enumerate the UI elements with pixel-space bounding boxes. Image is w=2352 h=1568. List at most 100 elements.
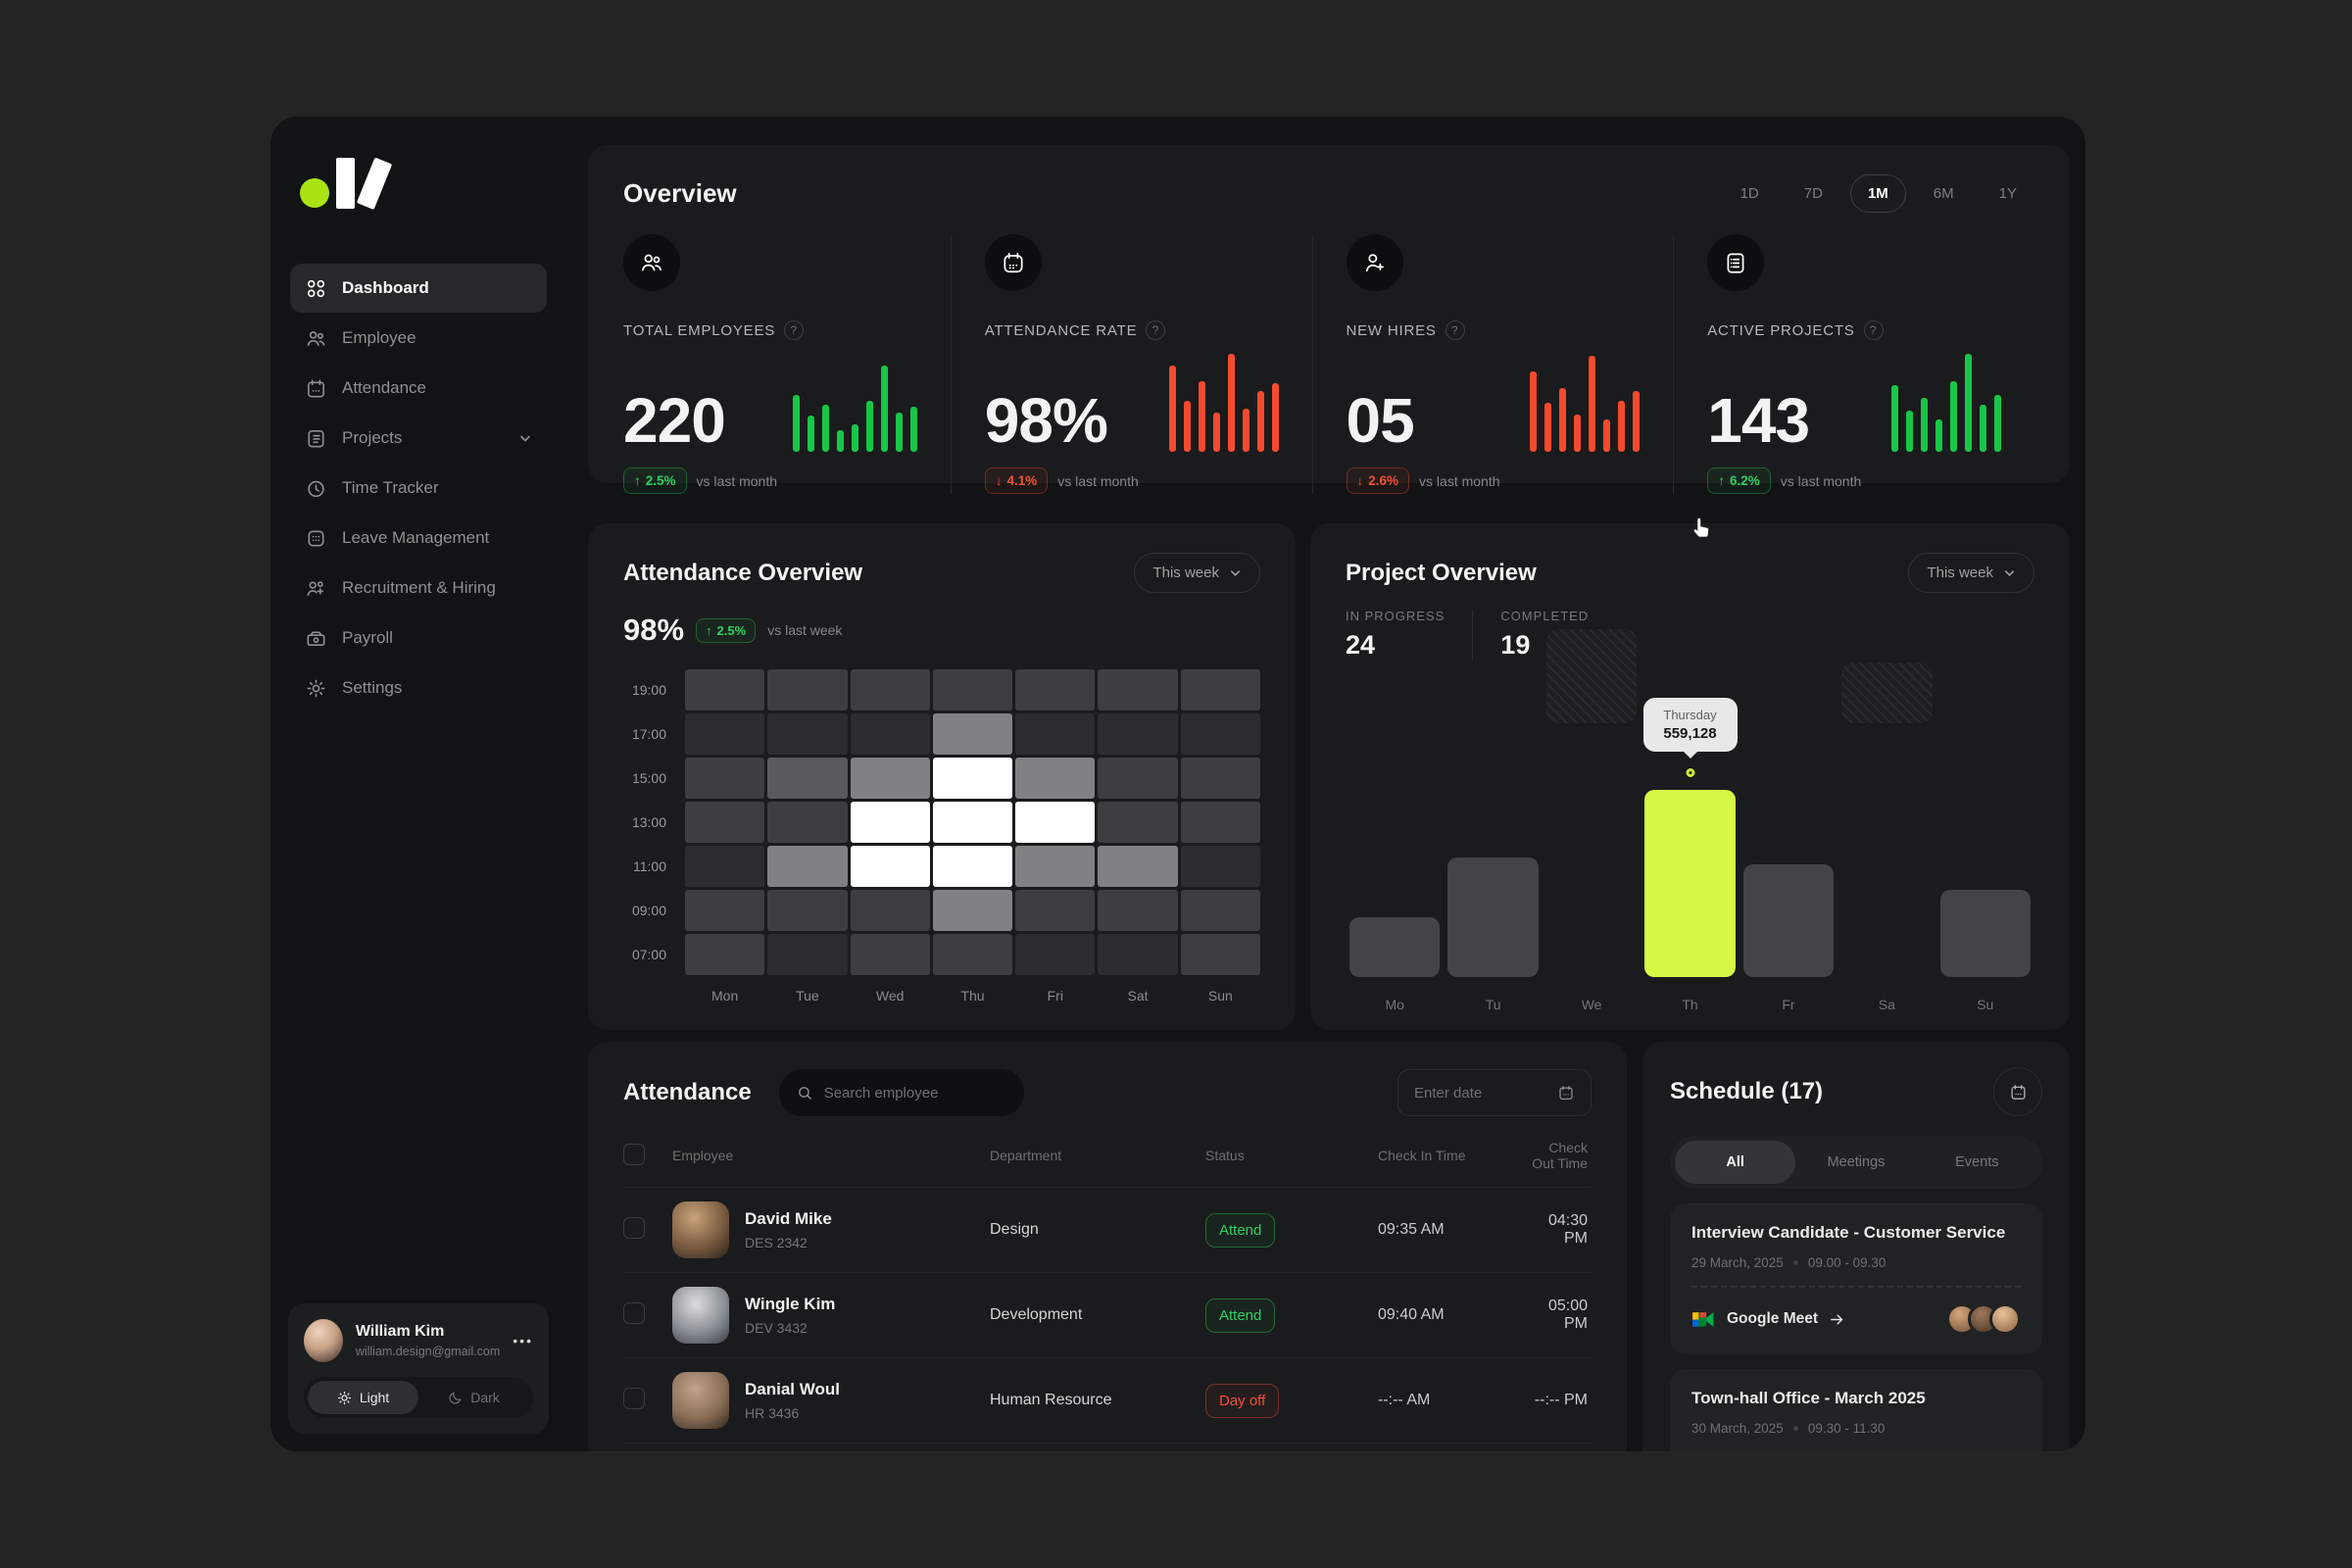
heatmap-cell <box>1180 934 1260 975</box>
table-row[interactable]: David Mike DES 2342 Design Attend 09:35 … <box>623 1188 1592 1273</box>
row-checkbox[interactable] <box>623 1387 645 1409</box>
main-content: Overview 1D 7D 1M 6M 1Y TOTAL EMPLOYEES? <box>588 145 2070 1451</box>
chart-marker-dot <box>1686 768 1694 777</box>
sidebar-item-recruitment[interactable]: Recruitment & Hiring <box>290 564 547 612</box>
theme-light-label: Light <box>359 1390 390 1405</box>
heatmap-hour-label: 13:00 <box>631 814 666 830</box>
search-input[interactable]: Search employee <box>778 1069 1024 1116</box>
arrow-right-icon[interactable] <box>1829 1311 1845 1328</box>
timeframe-1m[interactable]: 1M <box>1849 174 1906 213</box>
timeframe-1d[interactable]: 1D <box>1740 185 1759 202</box>
timeframe-7d[interactable]: 7D <box>1803 185 1823 202</box>
employee-avatar <box>672 1372 729 1429</box>
overview-panel: Overview 1D 7D 1M 6M 1Y TOTAL EMPLOYEES? <box>588 145 2070 494</box>
heatmap-hour-label: 15:00 <box>631 770 666 786</box>
heatmap-cell <box>850 934 930 975</box>
sidebar-item-payroll[interactable]: Payroll <box>290 613 547 662</box>
heatmap-day-label: Mon <box>711 988 739 1004</box>
sidebar-item-leave-management[interactable]: Leave Management <box>290 514 547 563</box>
logo-bar <box>356 157 393 211</box>
event-title: Town-hall Office - March 2025 <box>1691 1389 1926 1407</box>
sidebar-item-employee[interactable]: Employee <box>290 314 547 363</box>
trend-bar <box>1242 409 1250 452</box>
schedule-event-card[interactable]: Town-hall Office - March 2025 30 March, … <box>1670 1369 2042 1451</box>
trend-bar <box>807 416 814 452</box>
user-menu-button[interactable]: ••• <box>513 1333 533 1348</box>
timeframe-1y[interactable]: 1Y <box>1998 185 2017 202</box>
theme-toggle: Light Dark <box>304 1377 533 1418</box>
timeframe-6m[interactable]: 6M <box>1933 185 1954 202</box>
table-row[interactable]: Wingle Kim DEV 3432 Development Attend 0… <box>623 1273 1592 1358</box>
help-icon[interactable]: ? <box>1146 320 1166 340</box>
project-range-dropdown[interactable]: This week <box>1908 553 2034 593</box>
sidebar-item-label: Attendance <box>342 378 427 397</box>
delta-badge: ↑ 2.5% <box>623 467 687 494</box>
schedule-title: Schedule (17) <box>1670 1078 1824 1104</box>
mini-trend-chart <box>1530 354 1641 452</box>
sidebar: Dashboard Employee Attendance Projects T… <box>270 117 566 1451</box>
heatmap-cell <box>850 890 930 931</box>
payroll-icon <box>307 630 325 646</box>
employees-icon <box>623 234 680 291</box>
stat-card-attendance-rate: ATTENDANCE RATE? 98% ↓ 4.1% vs last month <box>950 234 1312 494</box>
theme-light-button[interactable]: Light <box>308 1381 418 1414</box>
date-placeholder: Enter date <box>1414 1084 1483 1102</box>
heatmap-cell <box>767 669 848 710</box>
stat-note: vs last month <box>696 472 778 489</box>
stat-note: vs last month <box>1780 472 1862 489</box>
select-all-checkbox[interactable] <box>623 1143 645 1165</box>
heatmap-cell <box>767 890 848 931</box>
chart-day-label: Su <box>1977 997 1994 1012</box>
heatmap-cell <box>1180 890 1260 931</box>
employee-icon <box>307 330 325 346</box>
trend-bar <box>1183 401 1191 452</box>
employee-id: DEV 3432 <box>745 1320 808 1336</box>
date-input[interactable]: Enter date <box>1397 1069 1592 1116</box>
department-cell: Development <box>990 1306 1083 1323</box>
help-icon[interactable]: ? <box>1863 320 1884 340</box>
heatmap-cell <box>767 758 848 799</box>
tab-events[interactable]: Events <box>1955 1154 1999 1170</box>
heatmap-cell <box>685 669 765 710</box>
chart-day-label: Fr <box>1782 997 1795 1012</box>
user-name: William Kim <box>355 1323 445 1340</box>
trend-bar <box>1559 388 1567 452</box>
heatmap-cell <box>1015 758 1096 799</box>
heatmap-cell <box>932 890 1013 931</box>
row-checkbox[interactable] <box>623 1216 645 1239</box>
attendance-range-dropdown[interactable]: This week <box>1134 553 1260 593</box>
help-icon[interactable]: ? <box>784 320 805 340</box>
chart-day-label: Tu <box>1485 997 1501 1012</box>
trend-bar <box>1921 398 1928 452</box>
table-row[interactable]: Danial Woul HR 3436 Human Resource Day o… <box>623 1358 1592 1444</box>
heatmap-cell <box>932 713 1013 755</box>
timeframe-tabs: 1D 7D 1M 6M 1Y <box>1723 174 2034 213</box>
status-badge: Attend <box>1205 1212 1276 1248</box>
chart-tooltip: Thursday 559,128 <box>1642 698 1738 752</box>
heatmap-cell <box>1180 846 1260 887</box>
sidebar-item-projects[interactable]: Projects <box>290 414 547 463</box>
sidebar-item-attendance[interactable]: Attendance <box>290 364 547 413</box>
logo-bar <box>336 158 355 209</box>
project-overview-panel: Project Overview This week IN PROGRESS 2… <box>1310 523 2070 1030</box>
tab-meetings[interactable]: Meetings <box>1827 1154 1886 1170</box>
status-badge: Attend <box>1205 1298 1276 1333</box>
stat-value: 98% <box>984 385 1108 456</box>
event-time: 09.00 - 09.30 <box>1807 1255 1886 1270</box>
chevron-down-icon <box>520 435 530 442</box>
row-checkbox[interactable] <box>623 1301 645 1324</box>
trend-bar <box>1633 391 1641 452</box>
schedule-tabs: All Meetings Events <box>1670 1136 2042 1189</box>
heatmap-cell <box>685 713 765 755</box>
schedule-event-card[interactable]: Interview Candidate - Customer Service 2… <box>1670 1203 2042 1354</box>
theme-dark-button[interactable]: Dark <box>418 1381 529 1414</box>
tab-all[interactable]: All <box>1675 1141 1796 1184</box>
sidebar-item-settings[interactable]: Settings <box>290 663 547 712</box>
schedule-panel: Schedule (17) All Meetings Events Interv… <box>1642 1042 2070 1451</box>
trend-bar <box>1618 401 1626 452</box>
schedule-calendar-button[interactable] <box>1993 1067 2042 1116</box>
heatmap-cell <box>932 758 1013 799</box>
help-icon[interactable]: ? <box>1445 320 1465 340</box>
sidebar-item-time-tracker[interactable]: Time Tracker <box>290 464 547 513</box>
sidebar-item-dashboard[interactable]: Dashboard <box>290 264 547 313</box>
